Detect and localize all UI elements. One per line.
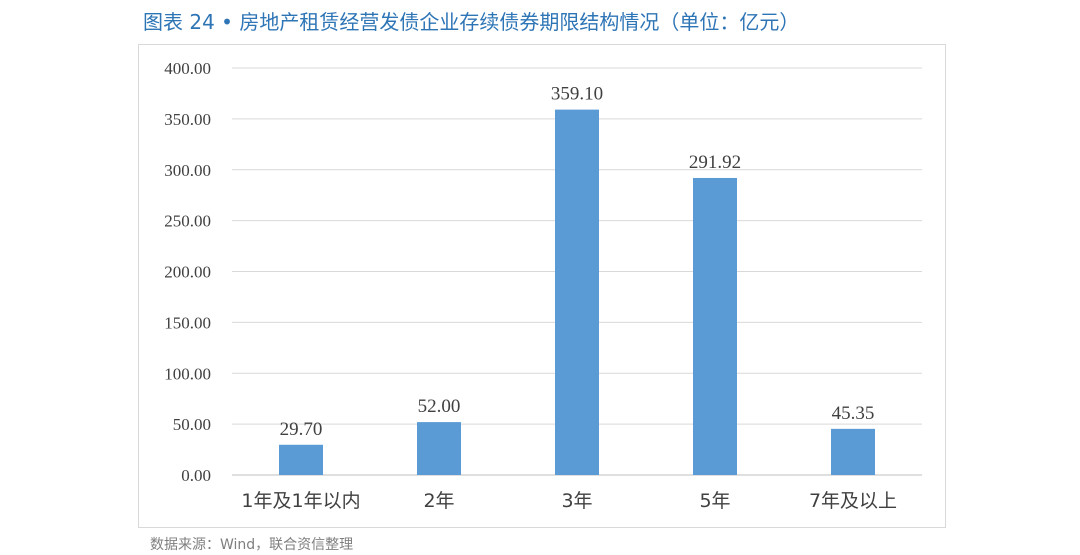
x-category-label: 2年 — [423, 490, 454, 512]
data-label: 45.35 — [832, 403, 875, 424]
bar — [417, 422, 461, 475]
x-axis-categories: 1年及1年以内 2年 3年 5年 7年及以上 — [241, 490, 897, 512]
x-category-label: 5年 — [699, 490, 730, 512]
y-tick-label: 300.00 — [164, 161, 211, 180]
data-label: 359.10 — [551, 84, 603, 105]
y-tick-label: 350.00 — [164, 110, 211, 129]
y-axis-ticks: 0.00 50.00 100.00 150.00 200.00 250.00 300.00 3… — [164, 59, 211, 485]
y-tick-label: 50.00 — [173, 415, 211, 434]
x-category-label: 1年及1年以内 — [241, 490, 360, 512]
source-note: 数据来源：Wind，联合资信整理 — [150, 537, 354, 553]
bar — [831, 428, 875, 475]
figure-title: 图表 24 • 房地产租赁经营发债企业存续债券期限结构情况（单位：亿元） — [143, 10, 800, 34]
bar — [693, 177, 737, 475]
data-label: 52.00 — [418, 396, 461, 417]
y-tick-label: 100.00 — [164, 364, 211, 383]
chart-frame — [138, 44, 946, 528]
x-category-label: 7年及以上 — [809, 490, 897, 512]
data-label: 29.70 — [280, 419, 323, 440]
x-category-label: 3年 — [561, 490, 592, 512]
bar — [555, 109, 599, 475]
bars — [279, 109, 875, 475]
data-label: 291.92 — [689, 152, 741, 173]
data-labels: 29.70 52.00 359.10 291.92 45.35 — [280, 84, 875, 440]
y-tick-label: 0.00 — [181, 466, 211, 485]
y-tick-label: 250.00 — [164, 212, 211, 231]
y-tick-label: 200.00 — [164, 263, 211, 282]
y-tick-label: 400.00 — [164, 59, 211, 78]
y-tick-label: 150.00 — [164, 313, 211, 332]
bar — [279, 444, 323, 475]
